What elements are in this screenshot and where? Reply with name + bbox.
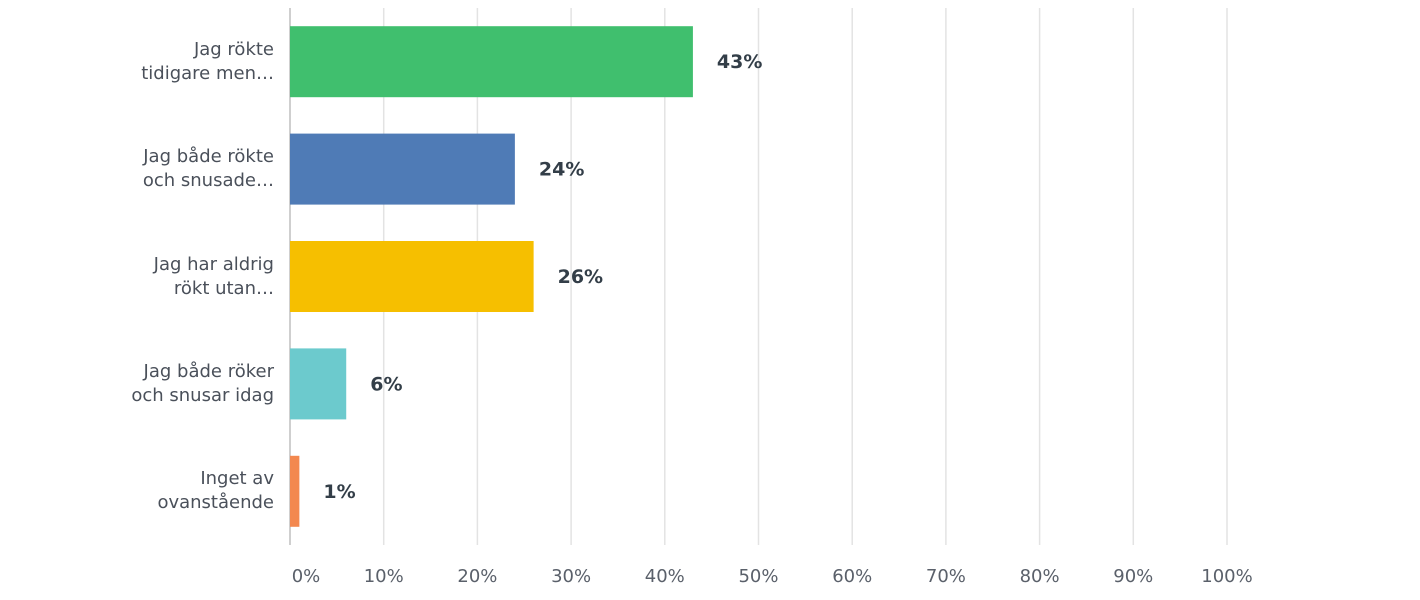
x-tick-label: 50% — [738, 566, 778, 587]
x-tick-label: 30% — [551, 566, 591, 587]
category-label: Jag har aldrig rökt utan… — [153, 253, 274, 299]
x-tick-label: 20% — [457, 566, 497, 587]
x-tick-label: 90% — [1113, 566, 1153, 587]
bar — [290, 133, 515, 205]
x-tick-label: 70% — [926, 566, 966, 587]
bar — [290, 241, 534, 312]
category-label: Jag både röker och snusar idag — [131, 360, 274, 406]
category-label: Inget av ovanstående — [157, 468, 274, 514]
value-label: 43% — [717, 51, 762, 73]
bar — [290, 26, 693, 98]
x-tick-label: 60% — [832, 566, 872, 587]
bar — [290, 348, 347, 420]
x-tick-label: 40% — [645, 566, 685, 587]
category-label: Jag både rökte och snusade… — [142, 146, 274, 192]
category-label: Jag rökte tidigare men… — [141, 38, 274, 84]
value-label: 24% — [539, 159, 584, 181]
x-tick-label: 0% — [292, 566, 321, 587]
bar — [290, 455, 300, 527]
x-tick-label: 10% — [364, 566, 404, 587]
x-tick-label: 100% — [1201, 566, 1252, 587]
value-label: 1% — [323, 481, 355, 503]
value-label: 26% — [558, 266, 603, 288]
value-label: 6% — [370, 373, 402, 395]
x-tick-label: 80% — [1020, 566, 1060, 587]
